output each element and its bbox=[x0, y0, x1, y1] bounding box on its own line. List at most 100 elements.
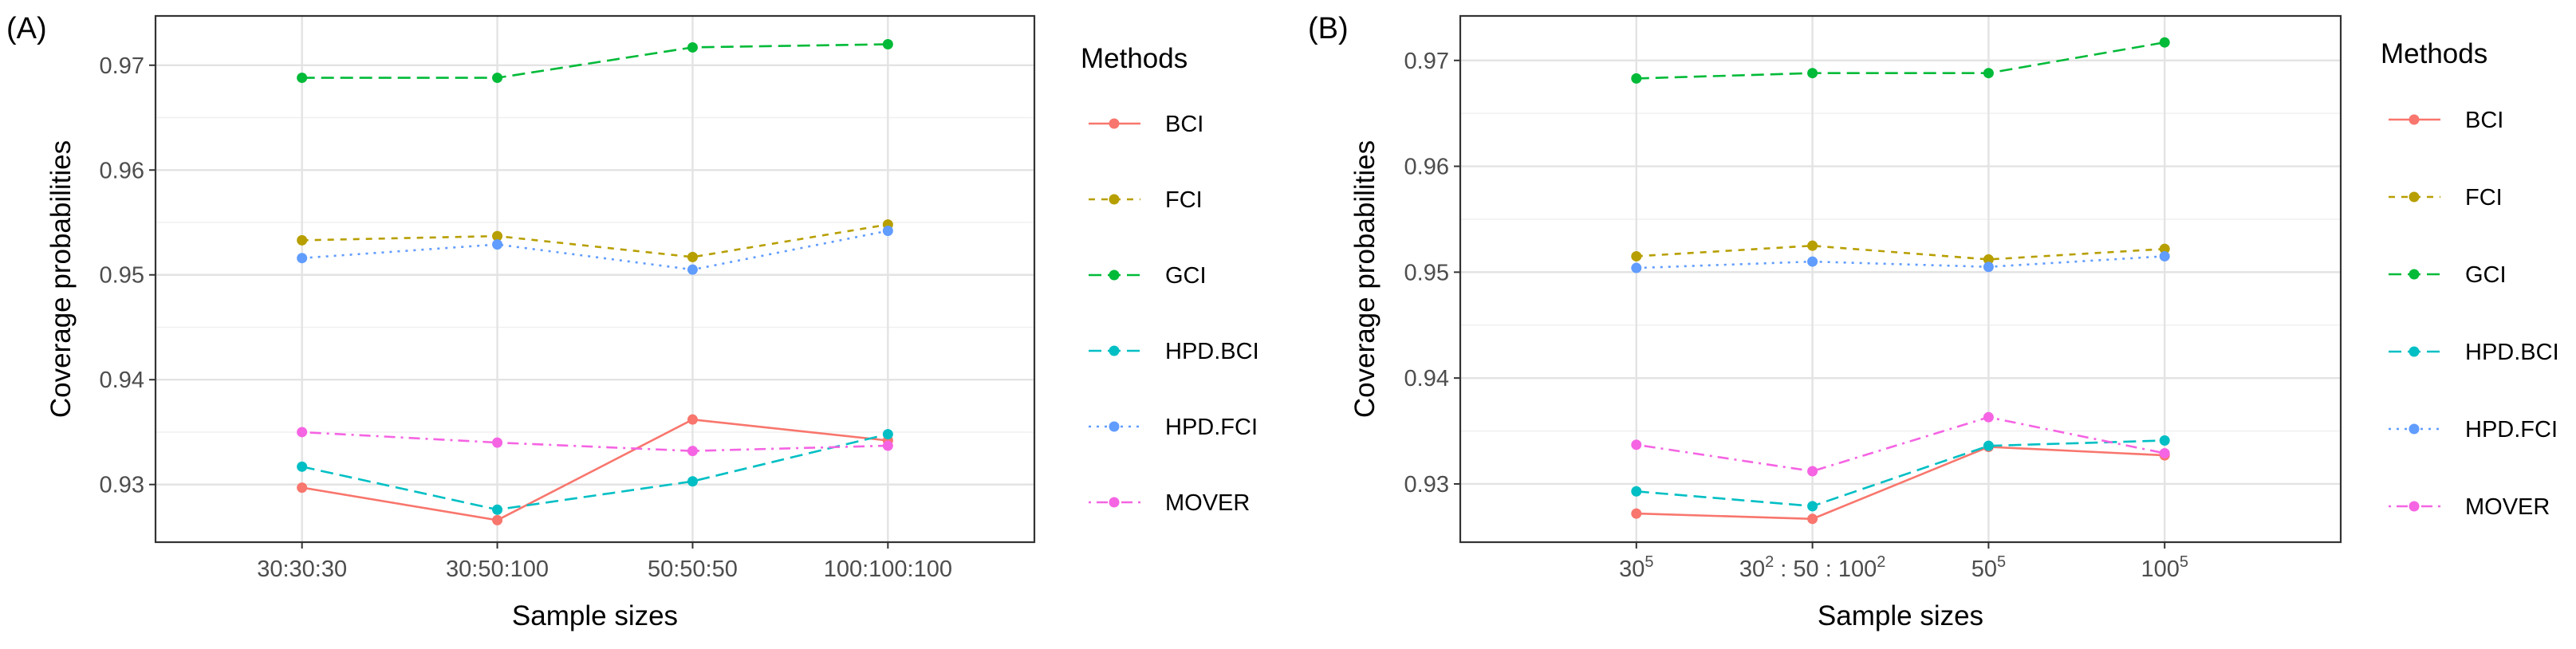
legend-key-point bbox=[1109, 269, 1120, 281]
x-tick-label: 30:50:100 bbox=[446, 557, 549, 582]
data-point-gci bbox=[2159, 37, 2170, 48]
x-tick-label: 1005 bbox=[2141, 553, 2188, 582]
data-point-hpd.bci bbox=[297, 461, 308, 472]
data-point-fci bbox=[687, 251, 698, 262]
data-point-mover bbox=[687, 446, 698, 457]
series-line-bci bbox=[1636, 446, 2165, 521]
data-point-fci bbox=[1983, 254, 1994, 265]
data-point-gci bbox=[882, 38, 893, 49]
data-point-fci bbox=[492, 230, 503, 242]
series-line-mover bbox=[301, 431, 888, 452]
data-point-gci bbox=[1807, 68, 1818, 79]
legend-title: Methods bbox=[1081, 43, 1188, 74]
panel-border bbox=[1459, 14, 2342, 544]
data-point-bci bbox=[1807, 513, 1818, 525]
data-point-bci bbox=[687, 414, 698, 425]
data-point-hpd.fci bbox=[1631, 262, 1642, 273]
data-point-hpd.bci bbox=[882, 429, 893, 440]
y-axis-title: Coverage probabilities bbox=[1349, 140, 1381, 418]
x-tick-label: 100:100:100 bbox=[824, 557, 952, 582]
data-point-hpd.fci bbox=[1807, 256, 1818, 267]
legend-label-gci: GCI bbox=[2465, 262, 2507, 288]
data-point-hpd.bci bbox=[492, 504, 503, 515]
panel-letter: (A) bbox=[6, 12, 47, 45]
legend-key-point bbox=[2409, 346, 2420, 357]
y-tick-label: 0.97 bbox=[100, 53, 144, 79]
legend-label-fci: FCI bbox=[2465, 185, 2503, 210]
data-point-bci bbox=[297, 482, 308, 494]
data-point-gci bbox=[687, 41, 698, 53]
series-line-gci bbox=[301, 43, 888, 79]
data-point-fci bbox=[1631, 250, 1642, 262]
legend-label-hpd.fci: HPD.FCI bbox=[2465, 417, 2558, 442]
y-tick-label: 0.95 bbox=[1404, 260, 1449, 285]
x-tick-label: 302 : 50 : 1002 bbox=[1739, 553, 1886, 582]
data-point-mover bbox=[1631, 439, 1642, 450]
panel-border bbox=[154, 14, 1036, 544]
legend-key-point bbox=[1109, 118, 1120, 129]
legend-key-point bbox=[2409, 501, 2420, 512]
data-point-hpd.fci bbox=[492, 239, 503, 250]
data-point-hpd.bci bbox=[1631, 486, 1642, 497]
series-line-mover bbox=[1636, 415, 2165, 473]
series-line-fci bbox=[1636, 244, 2165, 261]
data-point-mover bbox=[882, 440, 893, 451]
legend-label-gci: GCI bbox=[1165, 263, 1207, 289]
y-tick-label: 0.93 bbox=[100, 473, 144, 498]
legend-title: Methods bbox=[2381, 38, 2487, 69]
data-point-fci bbox=[1807, 240, 1818, 251]
data-point-hpd.bci bbox=[687, 476, 698, 487]
data-point-mover bbox=[1807, 466, 1818, 477]
series-line-fci bbox=[301, 223, 888, 258]
data-point-mover bbox=[2159, 447, 2170, 458]
y-tick-label: 0.95 bbox=[100, 263, 144, 289]
legend-key-point bbox=[2409, 269, 2420, 280]
legend-label-hpd.fci: HPD.FCI bbox=[1165, 415, 1258, 440]
y-tick-label: 0.96 bbox=[100, 158, 144, 183]
data-point-mover bbox=[297, 427, 308, 438]
x-axis-title: Sample sizes bbox=[1818, 600, 1983, 631]
y-tick-label: 0.94 bbox=[100, 368, 144, 393]
data-point-gci bbox=[492, 73, 503, 84]
legend-label-fci: FCI bbox=[1165, 187, 1203, 213]
legend-label-bci: BCI bbox=[1165, 112, 1203, 137]
series-line-hpd.bci bbox=[1636, 439, 2165, 508]
legend-key-point bbox=[1109, 497, 1120, 508]
legend-label-bci: BCI bbox=[2465, 108, 2503, 133]
legend-key-point bbox=[1109, 421, 1120, 432]
data-point-fci bbox=[2159, 243, 2170, 254]
data-point-mover bbox=[492, 437, 503, 448]
x-tick-label: 50:50:50 bbox=[648, 557, 738, 582]
data-point-gci bbox=[1631, 73, 1642, 84]
data-point-bci bbox=[492, 514, 503, 525]
series-line-hpd.bci bbox=[301, 433, 888, 511]
legend-label-hpd.bci: HPD.BCI bbox=[1165, 339, 1259, 364]
y-tick-label: 0.93 bbox=[1404, 472, 1449, 498]
data-point-bci bbox=[1631, 508, 1642, 519]
data-point-gci bbox=[1983, 68, 1994, 79]
x-tick-label: 305 bbox=[1619, 553, 1653, 582]
data-point-mover bbox=[1983, 411, 1994, 423]
series-line-bci bbox=[301, 418, 888, 521]
data-point-hpd.fci bbox=[687, 264, 698, 275]
y-tick-label: 0.96 bbox=[1404, 155, 1449, 180]
x-tick-label: 30:30:30 bbox=[257, 557, 347, 582]
legend-key-point bbox=[1109, 345, 1120, 356]
data-point-hpd.bci bbox=[1807, 501, 1818, 512]
y-axis-title: Coverage probabilities bbox=[45, 140, 77, 418]
panel-a: (A) 0.93 0.94 0.95 0.96 0.97 30:30:30 30:50:100… bbox=[6, 12, 1259, 631]
x-axis-title: Sample sizes bbox=[512, 600, 678, 631]
legend-key-point bbox=[2409, 191, 2420, 203]
data-point-hpd.fci bbox=[2159, 250, 2170, 262]
data-point-hpd.fci bbox=[297, 253, 308, 264]
data-point-hpd.fci bbox=[882, 226, 893, 237]
series-line-hpd.fci bbox=[301, 230, 888, 271]
series-line-hpd.fci bbox=[1636, 255, 2165, 269]
data-point-hpd.bci bbox=[1983, 440, 1994, 451]
data-point-fci bbox=[297, 234, 308, 246]
panel-letter: (B) bbox=[1308, 12, 1349, 45]
y-tick-label: 0.94 bbox=[1404, 366, 1449, 391]
data-point-hpd.bci bbox=[2159, 435, 2170, 446]
legend-label-mover: MOVER bbox=[2465, 494, 2550, 520]
